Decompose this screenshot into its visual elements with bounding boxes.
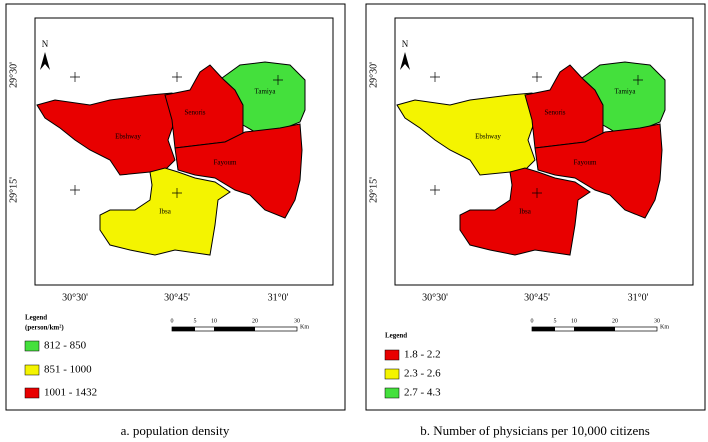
- scale-tick-label: 30: [654, 318, 660, 324]
- region: [396, 92, 536, 176]
- longitude-label: 30°45': [524, 292, 550, 303]
- graticule-cross: [172, 188, 182, 198]
- legend-title: Legend: [25, 314, 47, 322]
- caption: b. Number of physicians per 10,000 citiz…: [420, 423, 650, 438]
- region-label: Ebshway: [115, 133, 141, 141]
- longitude-label: 31°0': [268, 292, 289, 303]
- scale-unit: Km: [300, 324, 309, 330]
- legend-swatch: [384, 387, 400, 399]
- graticule-cross: [430, 72, 440, 82]
- scale-segment: [230, 327, 255, 331]
- panel-border: [365, 3, 706, 411]
- legend-swatch: [24, 364, 40, 376]
- north-label: N: [42, 39, 49, 49]
- longitude-label: 30°30': [62, 292, 88, 303]
- scale-tick-label: 20: [612, 318, 618, 324]
- graticule-cross: [70, 185, 80, 195]
- longitude-label: 30°45': [164, 292, 190, 303]
- graticule-cross: [532, 72, 542, 82]
- region-label: Senoris: [545, 109, 566, 117]
- scale-tick-label: 30: [294, 318, 300, 324]
- scale-tick-label: 10: [571, 318, 577, 324]
- graticule-cross: [532, 188, 542, 198]
- latitude-label: 29°15': [8, 177, 19, 203]
- longitude-label: 31°0': [628, 292, 649, 303]
- north-label: N: [402, 39, 409, 49]
- scale-tick-label: 0: [531, 318, 534, 324]
- region: [36, 92, 176, 176]
- scale-tick-label: 5: [554, 318, 557, 324]
- scale-tick-label: 5: [194, 318, 197, 324]
- scale-tick-label: 20: [252, 318, 258, 324]
- legend-swatch: [24, 387, 40, 399]
- north-arrow: [40, 52, 50, 70]
- region: [581, 61, 666, 133]
- graticule-cross: [273, 75, 283, 85]
- legend-title: Legend: [385, 332, 407, 340]
- scale-segment: [172, 327, 195, 331]
- scale-unit: Km: [660, 324, 669, 330]
- legend-label: 851 - 1000: [44, 364, 92, 376]
- legend-label: 1.8 - 2.2: [404, 349, 441, 361]
- scale-segment: [532, 327, 555, 331]
- region: [99, 167, 231, 256]
- caption: a. population density: [121, 423, 230, 438]
- longitude-label: 30°30': [422, 292, 448, 303]
- map-panel: Ebshway Senoris Tamiya Fayoum Ibsa N 29°30' 29°…: [5, 3, 346, 438]
- graticule-cross: [633, 75, 643, 85]
- region-label: Ebshway: [475, 133, 501, 141]
- legend-label: 1001 - 1432: [44, 387, 97, 399]
- region-label: Tamiya: [255, 88, 277, 96]
- legend-subtitle: (person/km²): [25, 324, 64, 332]
- graticule-cross: [70, 72, 80, 82]
- graticule-cross: [172, 72, 182, 82]
- latitude-label: 29°15': [368, 177, 379, 203]
- scale-tick-label: 0: [171, 318, 174, 324]
- map-frame: [34, 17, 334, 286]
- legend-swatch: [384, 349, 400, 361]
- region-label: Tamiya: [615, 88, 637, 96]
- region: [459, 167, 591, 256]
- region: [174, 123, 303, 219]
- legend-label: 812 - 850: [44, 340, 87, 352]
- map-panel: Ebshway Senoris Tamiya Fayoum Ibsa N 29°30' 29°…: [365, 3, 706, 438]
- legend-swatch: [24, 340, 40, 352]
- scale-tick-label: 10: [211, 318, 217, 324]
- region: [221, 61, 306, 133]
- region-label: Ibsa: [159, 208, 172, 216]
- latitude-label: 29°30': [368, 62, 379, 88]
- graticule-cross: [430, 185, 440, 195]
- map-frame: [394, 17, 694, 286]
- region: [534, 123, 663, 219]
- region-label: Fayoum: [214, 159, 238, 167]
- latitude-label: 29°30': [8, 62, 19, 88]
- region-label: Senoris: [185, 109, 206, 117]
- legend-label: 2.7 - 4.3: [404, 387, 441, 399]
- legend-label: 2.3 - 2.6: [404, 368, 441, 380]
- panel-border: [5, 3, 346, 411]
- north-arrow: [400, 52, 410, 70]
- scale-segment: [590, 327, 615, 331]
- region-label: Ibsa: [519, 208, 532, 216]
- region-label: Fayoum: [574, 159, 598, 167]
- legend-swatch: [384, 368, 400, 380]
